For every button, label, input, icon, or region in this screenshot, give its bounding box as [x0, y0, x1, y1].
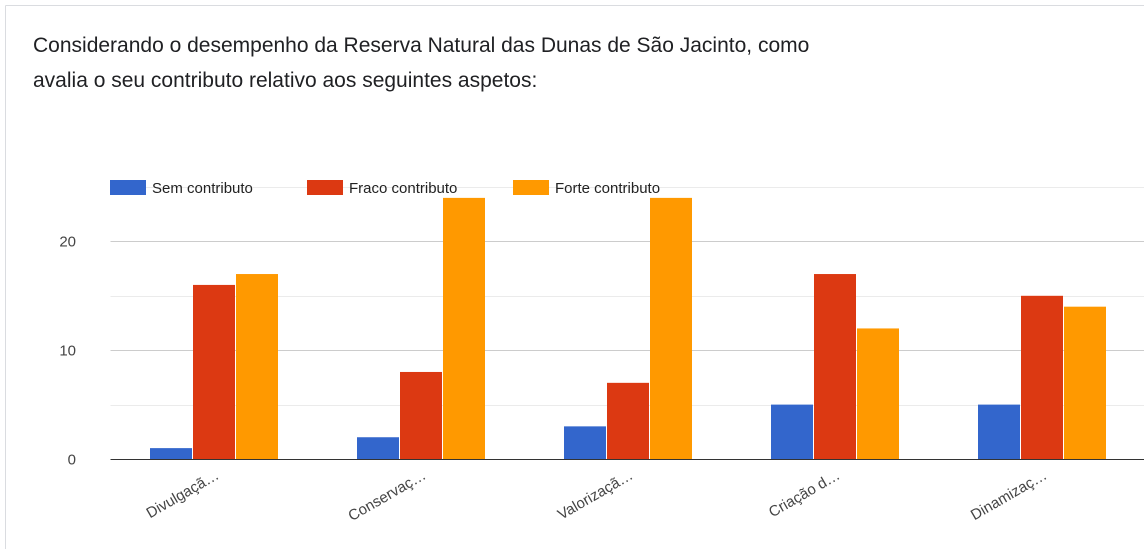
bar	[814, 274, 856, 459]
bar	[443, 197, 485, 459]
x-tick-label: Valorizaçã…	[555, 467, 636, 524]
bar	[650, 197, 692, 459]
legend-swatch	[110, 180, 146, 195]
legend-swatch	[513, 180, 549, 195]
y-tick-label: 10	[59, 343, 76, 360]
bar	[150, 448, 192, 459]
x-tick-label: Conservaç…	[345, 467, 429, 525]
y-tick-label: 20	[59, 234, 76, 251]
x-tick-label: Criação d…	[766, 467, 843, 521]
legend-swatch	[307, 180, 343, 195]
bar	[978, 404, 1020, 459]
bar	[1021, 295, 1063, 459]
x-tick-label: Divulgaçã…	[143, 467, 222, 522]
bar	[236, 274, 278, 459]
chart-title: avalia o seu contributo relativo aos seg…	[33, 69, 537, 92]
x-tick-label: Dinamizaç…	[968, 467, 1050, 524]
legend-label: Fraco contributo	[349, 180, 457, 197]
chart-title: Considerando o desempenho da Reserva Nat…	[33, 34, 809, 57]
bar	[771, 404, 813, 459]
bar	[857, 328, 899, 459]
legend-label: Forte contributo	[555, 180, 660, 197]
bar	[357, 437, 399, 459]
bar	[607, 382, 649, 459]
legend-label: Sem contributo	[152, 180, 253, 197]
bar	[1064, 306, 1106, 459]
bar	[400, 371, 442, 459]
bar	[564, 426, 606, 459]
y-tick-label: 0	[68, 452, 76, 469]
bar	[193, 284, 235, 459]
